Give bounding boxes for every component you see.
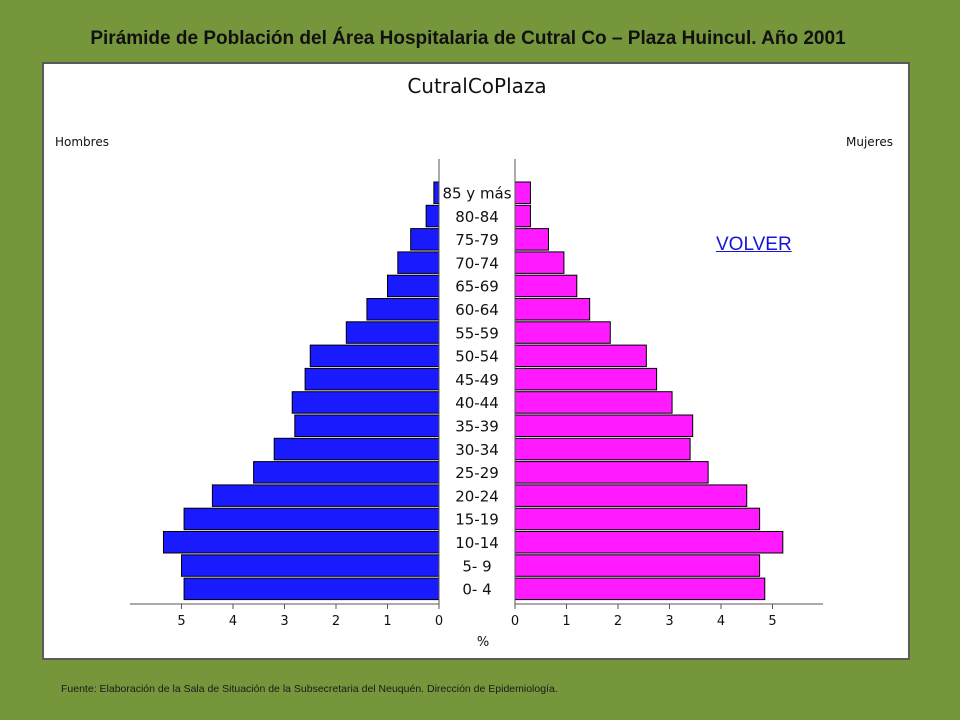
bar-hombres-3 [397, 251, 440, 274]
bar-hombres-6 [345, 321, 440, 344]
tick-label-right-5: 5 [768, 614, 776, 629]
bar-mujeres-2 [514, 228, 549, 251]
tick-label-right-4: 4 [717, 614, 725, 629]
bar-hombres-12 [253, 461, 440, 484]
age-group-label-8: 45-49 [455, 371, 499, 389]
bar-hombres-15 [162, 531, 440, 554]
bar-hombres-5 [366, 298, 440, 321]
bar-hombres-10 [294, 414, 440, 437]
tick-label-left-1: 1 [383, 614, 391, 629]
age-group-label-4: 65-69 [455, 278, 499, 296]
population-pyramid-chart: CutralCoPlaza Hombres Mujeres % 85 y más… [42, 62, 910, 660]
bar-hombres-7 [309, 344, 440, 368]
age-group-label-3: 70-74 [455, 254, 499, 272]
age-group-label-16: 5- 9 [462, 557, 491, 575]
age-group-label-7: 50-54 [455, 348, 499, 366]
bar-mujeres-14 [514, 507, 761, 531]
bar-hombres-0 [433, 181, 440, 204]
tick-label-left-3: 3 [280, 614, 288, 629]
source-note: Fuente: Elaboración de la Sala de Situac… [61, 683, 558, 695]
bar-mujeres-10 [514, 414, 694, 437]
tick-label-left-0: 0 [435, 614, 443, 629]
age-group-label-0: 85 y más [442, 185, 511, 203]
bar-hombres-1 [425, 204, 440, 228]
age-group-label-10: 35-39 [455, 418, 499, 436]
chart-title: CutralCoPlaza [407, 74, 546, 98]
bar-hombres-11 [273, 437, 440, 461]
age-group-label-14: 15-19 [455, 511, 499, 529]
bar-mujeres-0 [514, 181, 531, 204]
tick-label-right-3: 3 [665, 614, 673, 629]
age-group-label-11: 30-34 [455, 441, 499, 459]
age-group-label-5: 60-64 [455, 301, 499, 319]
bar-hombres-9 [291, 391, 440, 414]
left-side-label: Hombres [55, 135, 109, 149]
tick-label-left-5: 5 [177, 614, 185, 629]
tick-label-left-2: 2 [332, 614, 340, 629]
age-group-label-9: 40-44 [455, 394, 499, 412]
bar-mujeres-17 [514, 577, 766, 601]
bar-mujeres-1 [514, 204, 531, 228]
bar-mujeres-13 [514, 484, 748, 507]
pyramid-svg: CutralCoPlaza Hombres Mujeres % 85 y más… [55, 74, 893, 650]
bar-hombres-14 [183, 507, 440, 531]
age-group-label-2: 75-79 [455, 231, 499, 249]
bar-mujeres-6 [514, 321, 611, 344]
bar-mujeres-5 [514, 298, 591, 321]
age-group-label-12: 25-29 [455, 464, 499, 482]
bar-mujeres-15 [514, 531, 784, 554]
volver-link[interactable]: VOLVER [716, 234, 792, 255]
slide-title: Pirámide de Población del Área Hospitala… [90, 28, 846, 49]
bar-hombres-8 [304, 367, 440, 391]
bar-hombres-13 [211, 484, 440, 507]
tick-label-right-0: 0 [511, 614, 519, 629]
bar-mujeres-3 [514, 251, 565, 274]
bar-mujeres-4 [514, 274, 578, 298]
tick-label-right-1: 1 [562, 614, 570, 629]
bar-hombres-17 [183, 577, 440, 601]
x-axis-label: % [477, 635, 489, 650]
bar-mujeres-8 [514, 367, 658, 391]
right-side-label: Mujeres [846, 135, 893, 149]
age-group-label-1: 80-84 [455, 208, 499, 226]
bar-hombres-16 [181, 554, 440, 577]
age-group-label-15: 10-14 [455, 534, 499, 552]
bar-mujeres-7 [514, 344, 647, 368]
bar-mujeres-16 [514, 554, 761, 577]
age-group-label-6: 55-59 [455, 324, 499, 342]
bar-mujeres-11 [514, 437, 691, 461]
bar-mujeres-9 [514, 391, 673, 414]
age-group-label-13: 20-24 [455, 487, 499, 505]
bar-hombres-4 [387, 274, 440, 298]
age-group-label-17: 0- 4 [462, 581, 491, 599]
tick-label-right-2: 2 [614, 614, 622, 629]
bar-mujeres-12 [514, 461, 709, 484]
bar-hombres-2 [410, 228, 440, 251]
tick-label-left-4: 4 [229, 614, 237, 629]
